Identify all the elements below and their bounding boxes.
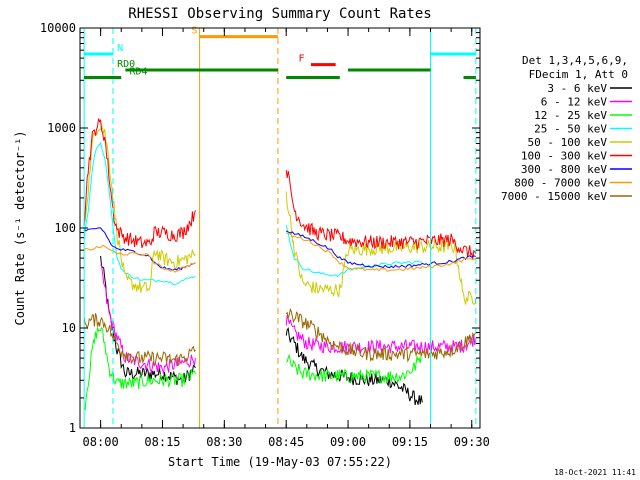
flag-label: RD0	[117, 59, 135, 70]
y-tick-label: 100	[54, 221, 76, 235]
legend-header-line-1: Det 1,3,4,5,6,9,	[522, 54, 628, 67]
series-line	[286, 232, 477, 272]
flag-label: F	[299, 54, 305, 65]
series-line	[83, 326, 196, 411]
series-layer	[83, 118, 477, 411]
legend-label: 3 - 6 keV	[547, 82, 607, 95]
series-line	[83, 313, 196, 367]
series-line	[83, 118, 196, 249]
footer-timestamp: 18-Oct-2021 11:41	[554, 468, 636, 477]
x-tick-label: 08:15	[144, 435, 180, 449]
series-line	[285, 327, 423, 406]
flag-label: S	[191, 26, 197, 37]
legend-label: 300 - 800 keV	[521, 163, 607, 176]
series-line	[285, 230, 476, 269]
series-line	[285, 314, 477, 356]
series-line	[285, 353, 423, 384]
legend-label: 50 - 100 keV	[528, 136, 608, 149]
y-tick-label: 1	[69, 421, 76, 435]
chart-title: RHESSI Observing Summary Count Rates	[128, 6, 431, 22]
legend-header-line-2: FDecim 1, Att 0	[529, 68, 628, 81]
legend-label: 800 - 7000 keV	[514, 177, 607, 190]
x-tick-label: 08:30	[206, 435, 242, 449]
legend-label: 7000 - 15000 keV	[501, 190, 607, 203]
legend-label: 12 - 25 keV	[534, 109, 607, 122]
series-line	[100, 255, 196, 386]
legend-label: 25 - 50 keV	[534, 123, 607, 136]
x-tick-label: 08:00	[83, 435, 119, 449]
series-line	[83, 244, 196, 273]
series-line	[285, 225, 423, 277]
y-axis-label: Count Rate (s⁻¹ detector⁻¹)	[13, 130, 27, 325]
y-tick-label: 1000	[47, 121, 76, 135]
series-line	[285, 170, 477, 260]
y-tick-label: 10	[62, 321, 76, 335]
x-tick-label: 08:45	[268, 435, 304, 449]
series-line	[285, 307, 477, 363]
series-line	[83, 123, 196, 293]
x-axis-label: Start Time (19-May-03 07:55:22)	[168, 455, 392, 469]
legend-label: 6 - 12 keV	[541, 96, 608, 109]
flag-label: RD4	[129, 66, 147, 77]
plot-frame	[79, 27, 481, 429]
series-line	[285, 191, 477, 305]
y-tick-label: 10000	[40, 21, 76, 35]
series-line	[83, 141, 196, 286]
legend-label: 100 - 300 keV	[521, 150, 607, 163]
x-tick-label: 09:00	[330, 435, 366, 449]
axis-layer: 08:00 08:15 08:30 08:45 09:00 09:15 09:30 1 10 10…	[40, 21, 490, 449]
x-tick-label: 09:15	[392, 435, 428, 449]
flag-label: N	[117, 43, 123, 54]
series-line	[83, 227, 196, 271]
x-tick-label: 09:30	[454, 435, 490, 449]
legend: Det 1,3,4,5,6,9, FDecim 1, Att 0 3 - 6 k…	[501, 54, 632, 203]
